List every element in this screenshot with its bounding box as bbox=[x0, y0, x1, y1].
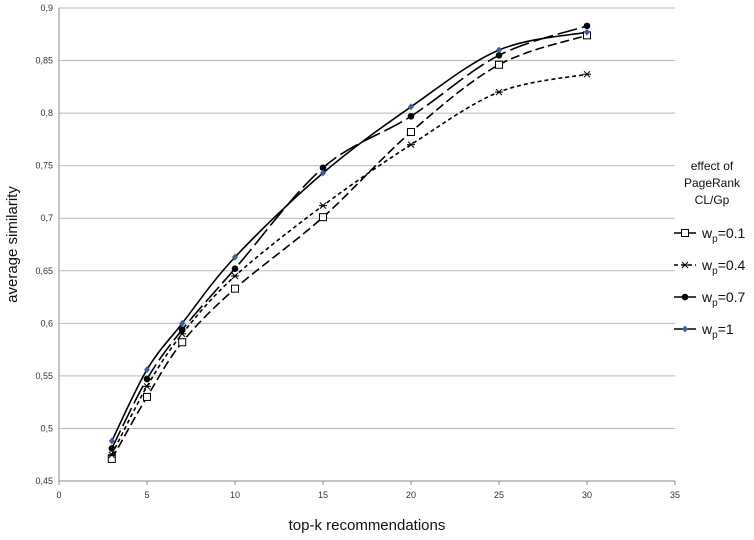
y-tick-label: 0,75 bbox=[35, 161, 53, 171]
data-point-s1-0 bbox=[107, 451, 116, 459]
y-tick-label: 0,6 bbox=[40, 318, 53, 328]
grid-lines bbox=[59, 7, 675, 482]
y-tick-label: 0,55 bbox=[35, 371, 53, 381]
y-tick-label: 0,85 bbox=[35, 56, 53, 66]
x-tick-label: 35 bbox=[670, 490, 680, 500]
x-tick-label: 20 bbox=[406, 490, 416, 500]
series-line-1 bbox=[111, 73, 588, 456]
y-tick-label: 0,7 bbox=[40, 213, 53, 223]
data-point-s0-6 bbox=[495, 60, 503, 69]
data-point-s3-3 bbox=[232, 253, 238, 261]
series-line-3 bbox=[111, 31, 588, 442]
data-point-s2-7 bbox=[583, 22, 591, 30]
y-axis-title: average similarity bbox=[4, 186, 21, 303]
series-line-0 bbox=[111, 34, 588, 460]
legend-title-line-3: CL/Gp bbox=[695, 193, 730, 207]
data-point-s1-3 bbox=[231, 272, 239, 280]
data-point-s1-5 bbox=[407, 141, 415, 148]
data-point-s3-0 bbox=[108, 437, 115, 445]
y-tick-label: 0,5 bbox=[40, 423, 53, 433]
x-tick-label: 5 bbox=[144, 490, 149, 500]
legend-label-2: wp=0.7 bbox=[701, 289, 746, 309]
y-tick-label: 0,8 bbox=[40, 108, 53, 118]
legend-title-line-1: effect of bbox=[691, 159, 734, 173]
data-point-s3-7 bbox=[584, 28, 590, 36]
legend-marker-0 bbox=[681, 229, 689, 237]
axes: 0,45 0,5 0,55 0,6 0,65 0,7 0,75 0,8 0,85 0,9 0 5 10 1… bbox=[35, 3, 680, 500]
data-point-s2-4 bbox=[319, 164, 327, 172]
x-tick-label: 0 bbox=[56, 490, 61, 500]
data-point-s3-2 bbox=[179, 319, 186, 327]
y-tick-label: 0,9 bbox=[40, 3, 53, 13]
data-point-s1-4 bbox=[319, 202, 327, 209]
data-point-s1-6 bbox=[495, 88, 503, 96]
data-point-s3-6 bbox=[496, 46, 502, 54]
data-point-s0-3 bbox=[231, 284, 239, 293]
data-point-s0-2 bbox=[178, 338, 187, 347]
legend-title-line-2: PageRank bbox=[684, 176, 741, 190]
x-tick-label: 15 bbox=[318, 490, 328, 500]
data-point-s2-6 bbox=[495, 52, 503, 59]
y-tick-label: 0,45 bbox=[35, 476, 53, 486]
x-axis-title: top-k recommendations bbox=[289, 517, 446, 534]
data-point-s2-3 bbox=[231, 265, 239, 272]
y-tick-label: 0,65 bbox=[35, 266, 53, 276]
data-point-s2-1 bbox=[143, 375, 151, 383]
series-line-2 bbox=[111, 25, 588, 449]
data-point-s2-5 bbox=[407, 112, 415, 120]
x-tick-label: 10 bbox=[230, 490, 240, 500]
legend-marker-3 bbox=[682, 325, 688, 333]
data-point-s2-2 bbox=[178, 326, 186, 333]
legend-label-1: wp=0.4 bbox=[701, 257, 746, 277]
x-tick-label: 25 bbox=[494, 490, 504, 500]
data-point-s3-1 bbox=[144, 366, 150, 374]
data-point-s0-5 bbox=[407, 128, 415, 137]
data-point-s1-7 bbox=[583, 70, 591, 78]
data-point-s2-0 bbox=[108, 445, 116, 452]
data-point-s3-4 bbox=[320, 169, 326, 177]
data-point-s0-4 bbox=[319, 213, 327, 222]
data-point-s3-5 bbox=[408, 103, 414, 111]
data-point-s1-1 bbox=[143, 383, 151, 390]
legend-label-3: wp=1 bbox=[701, 321, 734, 341]
legend-marker-1 bbox=[681, 261, 689, 269]
legend-marker-2 bbox=[681, 293, 689, 301]
series-lines bbox=[111, 25, 588, 460]
legend-label-0: wp=0.1 bbox=[701, 225, 746, 245]
data-point-s0-1 bbox=[143, 392, 151, 401]
series-markers bbox=[107, 22, 591, 463]
x-tick-label: 30 bbox=[582, 490, 592, 500]
legend: effect of PageRank CL/Gp wp=0.1 wp=0.4 wp=… bbox=[674, 159, 746, 341]
